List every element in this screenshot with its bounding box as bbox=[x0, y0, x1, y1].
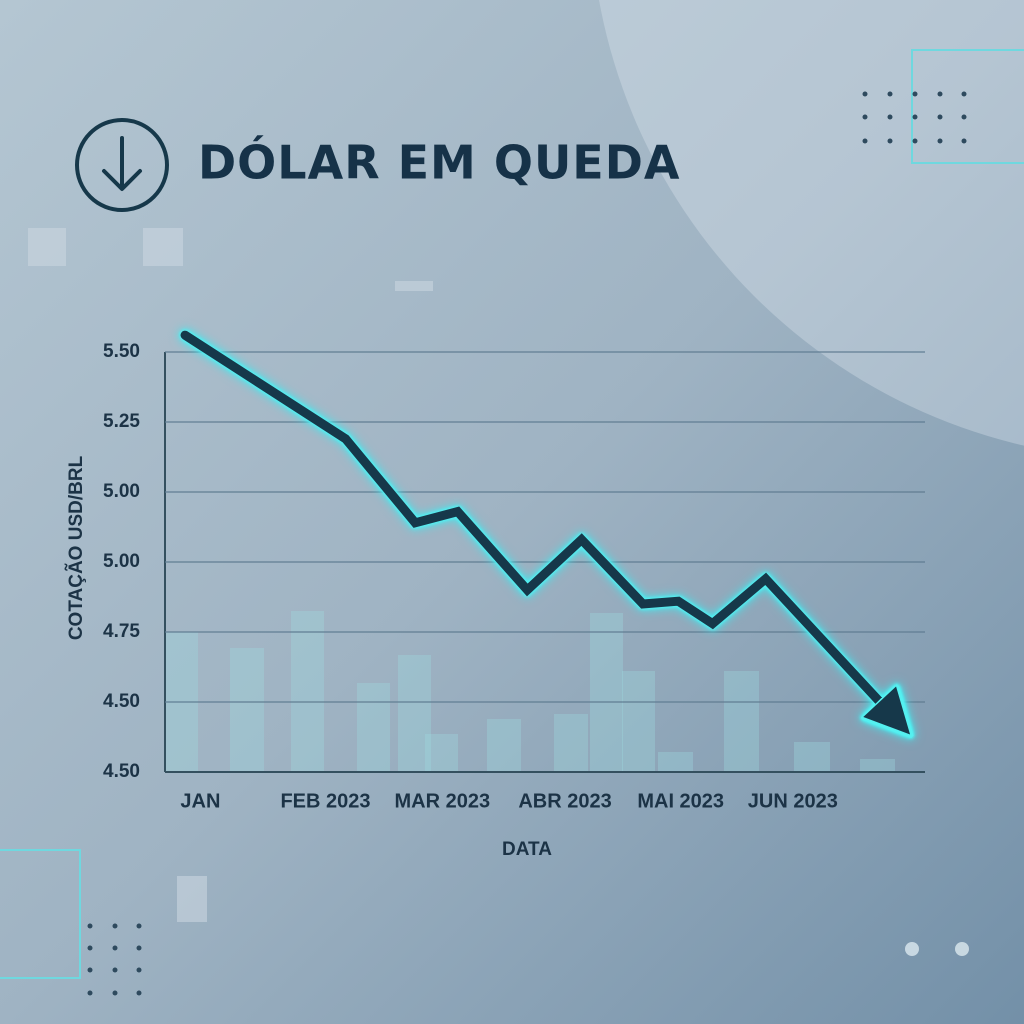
x-tick-label: MAR 2023 bbox=[395, 790, 491, 812]
x-tick-label: ABR 2023 bbox=[518, 790, 611, 812]
y-tick-label: 4.50 bbox=[103, 691, 140, 712]
decor-bars bbox=[166, 611, 895, 772]
decor-frame bbox=[0, 849, 81, 979]
y-axis-label: COTAÇÃO USD/BRL bbox=[65, 455, 87, 640]
y-tick-label: 5.50 bbox=[103, 341, 140, 362]
decor-frame bbox=[911, 49, 1024, 164]
decor-dots bbox=[87, 91, 969, 996]
x-tick-label: MAI 2023 bbox=[637, 790, 724, 812]
chart-title: DÓLAR EM QUEDA bbox=[198, 136, 681, 190]
x-tick-label: JAN bbox=[180, 790, 220, 812]
y-tick-label: 4.50 bbox=[103, 761, 140, 782]
y-tick-label: 5.00 bbox=[103, 481, 140, 502]
line bbox=[180, 330, 895, 719]
y-tick-label: 4.75 bbox=[103, 621, 140, 642]
x-axis-label: DATA bbox=[502, 839, 552, 860]
y-tick-label: 5.25 bbox=[103, 411, 140, 432]
y-tick-label: 5.00 bbox=[103, 551, 140, 572]
background-glow bbox=[599, 0, 1024, 446]
decor-squares bbox=[28, 228, 433, 922]
x-tick-label: FEB 2023 bbox=[280, 790, 370, 812]
title-icon bbox=[75, 118, 169, 212]
x-tick-label: JUN 2023 bbox=[748, 790, 838, 812]
